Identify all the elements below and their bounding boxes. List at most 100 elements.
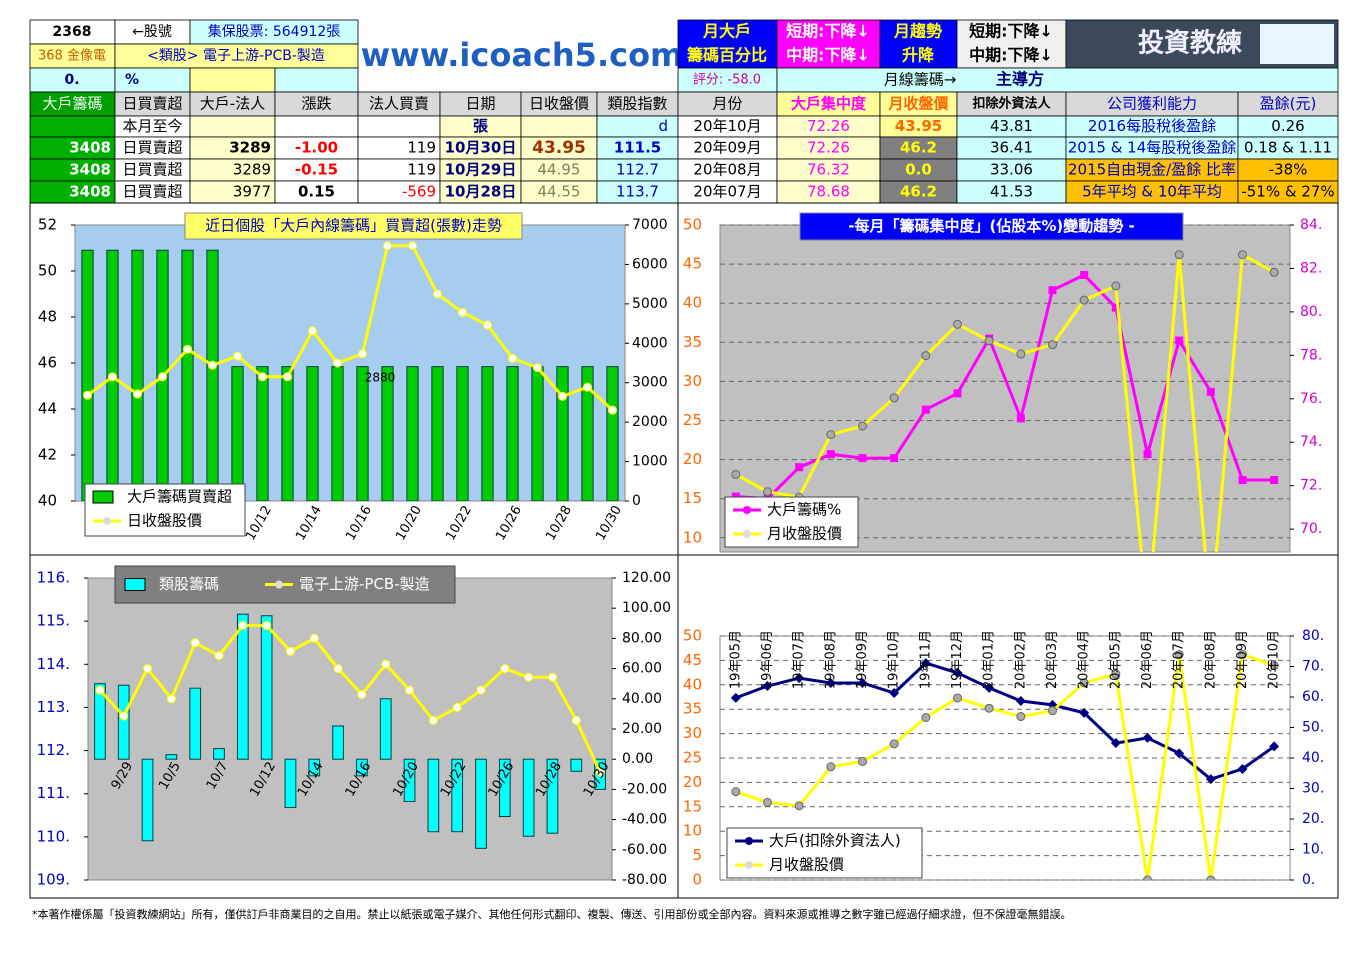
cell-text: 月趨勢 (893, 22, 942, 41)
cell-text: 短期:下降↓ (969, 22, 1053, 41)
y2-tick-label: 5000 (632, 296, 668, 312)
legend-swatch (743, 530, 751, 538)
logo-strip (1260, 24, 1334, 64)
cell-text: 33.06 (990, 161, 1033, 179)
cell-text: 月收盤價 (887, 95, 949, 113)
marker (889, 688, 900, 699)
marker (1237, 763, 1248, 774)
cell-text: 78.68 (807, 183, 850, 201)
bar (581, 366, 594, 501)
bar (131, 249, 144, 501)
cell-text: 3408 (69, 161, 111, 179)
marker (1269, 267, 1279, 277)
y-tick-label: 44 (38, 400, 57, 418)
marker (166, 694, 176, 704)
marker (1238, 650, 1247, 660)
bar (522, 758, 535, 837)
legend-label: 大戶籌碼買賣超 (127, 488, 232, 506)
marker (190, 638, 200, 648)
cell-text: 主導方 (996, 70, 1044, 89)
y-tick-label: 113. (37, 698, 70, 716)
cell-text: -0.15 (295, 161, 338, 179)
cell-text: 大戶集中度 (791, 95, 867, 113)
y2-tick-label: 6000 (632, 256, 668, 272)
bar (236, 613, 249, 760)
cell-text: 72.26 (807, 117, 850, 135)
cell-text: <類股> 電子上游-PCB-製造 (147, 48, 325, 64)
x-tick-label: 19年12月 (950, 630, 965, 689)
cell-text: 3289 (229, 139, 271, 157)
y-tick-label: 5 (692, 846, 702, 864)
cell-text: 43.81 (990, 117, 1033, 135)
marker (763, 797, 772, 807)
x-tick-label: 20年06月 (1140, 630, 1155, 689)
marker (1238, 250, 1247, 260)
marker (921, 351, 931, 361)
bar (381, 366, 394, 501)
cell-text: -51% & 27% (1241, 183, 1334, 201)
x-tick-label: 20年10月 (1267, 630, 1282, 689)
y-tick-label: 45 (683, 255, 702, 273)
marker (795, 463, 804, 472)
cell-text: 張 (473, 117, 489, 135)
cell (596, 91, 679, 117)
marker (1048, 286, 1057, 295)
cell (189, 19, 359, 45)
bar (356, 366, 369, 501)
y2-tick-label: 0 (632, 493, 641, 509)
cell-text: 43.95 (895, 117, 942, 135)
marker (889, 739, 899, 749)
y-tick-label: 48 (38, 308, 57, 326)
cell-text: 20年07月 (693, 183, 761, 201)
cell-text: 10月28日 (445, 183, 517, 201)
y2-tick-label: 4000 (632, 335, 668, 351)
bar (117, 684, 130, 760)
legend-swatch (103, 517, 111, 525)
y-tick-label: 30 (683, 724, 702, 742)
y2-tick-label: 7000 (632, 217, 668, 233)
cell-text: 升降 (902, 46, 935, 65)
marker (1015, 695, 1026, 706)
marker (1174, 650, 1184, 660)
marker (433, 289, 442, 299)
cell-text: 10月30日 (445, 139, 517, 157)
y-tick-label: 114. (37, 655, 70, 673)
marker (1142, 732, 1153, 743)
marker (608, 405, 617, 415)
bar (141, 758, 154, 842)
y2-tick-label: 80.00 (622, 630, 662, 646)
y2-tick-label: 70. (1302, 659, 1324, 675)
y-tick-label: 25 (683, 411, 702, 429)
bar (356, 758, 368, 777)
y2-tick-label: 84. (1300, 217, 1322, 233)
marker (921, 712, 931, 722)
chart-title: 近日個股「大戶內線籌碼」買賣超(張數)走勢 (205, 217, 502, 235)
marker (83, 390, 92, 400)
y2-tick-label: 2000 (632, 414, 668, 430)
cell (114, 19, 191, 45)
x-tick-label: 20年04月 (1077, 630, 1092, 689)
cell-text: 2015 & 14每股稅後盈餘 (1068, 139, 1237, 157)
marker (731, 469, 741, 479)
y2-tick-label: 72. (1300, 478, 1322, 494)
bar (406, 366, 419, 501)
y-tick-label: 10 (683, 528, 702, 546)
marker (984, 336, 994, 346)
y2-tick-label: 20. (1302, 811, 1324, 827)
cell (29, 19, 116, 45)
cell-text: 72.26 (807, 139, 850, 157)
cell (29, 67, 116, 93)
x-tick-label: 19年06月 (760, 630, 775, 689)
marker (889, 393, 899, 403)
cell (357, 91, 441, 117)
marker (1270, 476, 1279, 485)
cell-text: 法人買賣 (369, 95, 429, 113)
legend-label: 日收盤股價 (127, 512, 202, 530)
line (735, 273, 1275, 501)
y-tick-label: 116. (37, 569, 70, 587)
cell-text: 集保股票: 564912張 (208, 23, 341, 40)
bar (332, 725, 344, 760)
marker (571, 715, 581, 725)
marker (1080, 270, 1089, 279)
